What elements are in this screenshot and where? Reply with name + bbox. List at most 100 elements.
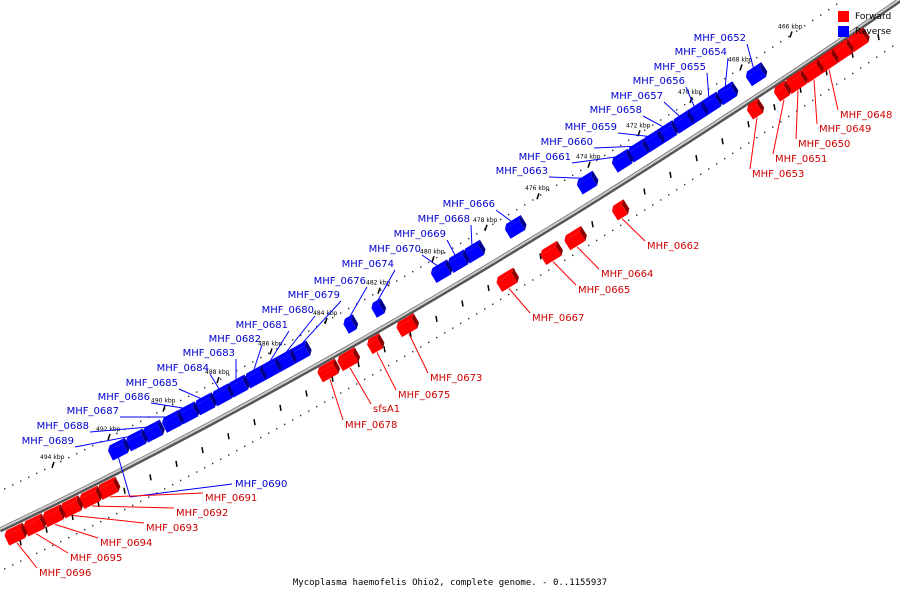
gene-MHF_0676[interactable] [341, 314, 360, 334]
gene-MHF_0670[interactable] [429, 259, 455, 284]
gene-leader-line [54, 523, 99, 539]
map-caption: Mycoplasma haemofelis Ohio2, complete ge… [292, 578, 608, 588]
tick-mark [739, 64, 743, 71]
tick-mark [216, 376, 220, 384]
gene-leader-line [329, 378, 344, 421]
gene-leader-line [72, 514, 145, 524]
gene-leader-line [349, 367, 372, 405]
tick-mark [324, 317, 328, 325]
gene-MHF_0661[interactable] [610, 148, 636, 173]
tick-mark [162, 405, 166, 412]
backbone [0, 0, 900, 533]
tick-label: 482 kbp [366, 280, 391, 287]
gene-leader-line [576, 246, 600, 270]
gene-leader-line [724, 57, 729, 90]
gene-leader-line [495, 209, 514, 224]
gene-MHF_0663[interactable] [575, 170, 601, 195]
gene-leader-line [552, 261, 577, 286]
gene-MHF_0690[interactable] [106, 437, 132, 461]
gene-label-MHF_0659: MHF_0659 [565, 122, 617, 133]
gene-label-MHF_0685: MHF_0685 [126, 378, 178, 389]
tick-label: 472 kbp [626, 122, 651, 129]
gene-label-MHF_0687: MHF_0687 [67, 406, 119, 417]
gene-label-MHF_0651: MHF_0651 [775, 154, 827, 165]
gene-label-MHF_0686: MHF_0686 [98, 392, 150, 403]
gene-MHF_0667[interactable] [494, 267, 521, 292]
gene-MHF_0665[interactable] [538, 240, 565, 266]
tick-label: 476 kbp [525, 185, 550, 192]
gene-label-MHF_0649: MHF_0649 [819, 124, 871, 135]
gene-MHF_0669[interactable] [446, 249, 472, 273]
gene-leader-line [593, 145, 637, 149]
gene-sfsA1[interactable] [335, 347, 362, 372]
gene-label-MHF_0688: MHF_0688 [37, 421, 89, 432]
gene-leader-line [109, 492, 204, 498]
gene-MHF_0678[interactable] [315, 358, 342, 383]
gene-MHF_0664[interactable] [562, 225, 589, 251]
tick-label: 466 kbp [778, 23, 803, 30]
gene-MHF_0675[interactable] [365, 333, 386, 355]
gene-label-MHF_0678: MHF_0678 [345, 420, 397, 431]
gene-leader-line [16, 542, 38, 569]
gene-MHF_0653[interactable] [745, 98, 767, 120]
gene-label-MHF_0674: MHF_0674 [342, 259, 394, 270]
gene-label-MHF_0648: MHF_0648 [840, 110, 892, 121]
tick-label: 474 kbp [576, 154, 601, 161]
tick-mark [107, 433, 111, 441]
gene-leader-line [421, 254, 440, 268]
gene-MHF_0689[interactable] [124, 428, 150, 452]
legend-reverse: Reverse [838, 24, 900, 39]
gene-leader-line [129, 483, 233, 498]
tick-label: 486 kbp [258, 340, 283, 347]
gene-label-MHF_0681: MHF_0681 [236, 320, 288, 331]
gene-label-MHF_0679: MHF_0679 [288, 290, 340, 301]
upper-scale-dots [4, 3, 838, 490]
gene-MHF_0687[interactable] [160, 409, 186, 433]
gene-label-MHF_0693: MHF_0693 [146, 523, 198, 534]
gene-MHF_0691[interactable] [96, 476, 122, 500]
gene-label-MHF_0683: MHF_0683 [183, 348, 235, 359]
legend-forward-label: Forward [855, 11, 892, 22]
gene-label-MHF_0667: MHF_0667 [532, 313, 584, 324]
gene-leader-line [746, 43, 755, 71]
gene-MHF_0684[interactable] [210, 383, 236, 407]
gene-leader-line [617, 132, 652, 138]
gene-leader-line [252, 344, 263, 373]
tick-label: 478 kbp [473, 217, 498, 224]
gene-label-MHF_0654: MHF_0654 [675, 47, 727, 58]
gene-label-MHF_0682: MHF_0682 [209, 334, 261, 345]
gene-MHF_0652[interactable] [744, 62, 770, 87]
gene-MHF_0692[interactable] [78, 485, 104, 509]
gene-MHF_0662[interactable] [610, 199, 632, 221]
gene-label-MHF_0689: MHF_0689 [22, 436, 74, 447]
gene-label-MHF_0690: MHF_0690 [235, 479, 287, 490]
tick-mark [51, 461, 55, 469]
gene-leader-line [508, 288, 531, 314]
gene-MHF_0693[interactable] [59, 495, 85, 519]
gene-leader-line [91, 505, 175, 509]
gene-label-MHF_0680: MHF_0680 [262, 305, 314, 316]
gene-MHF_0682[interactable] [243, 365, 269, 389]
gene-MHF_0685[interactable] [193, 392, 219, 416]
gene-label-MHF_0668: MHF_0668 [418, 214, 470, 225]
gene-MHF_0673[interactable] [394, 313, 421, 338]
gene-label-MHF_0661: MHF_0661 [519, 152, 571, 163]
tick-label: 492 kbp [96, 426, 121, 433]
gene-MHF_0688[interactable] [141, 419, 167, 443]
gene-label-MHF_0691: MHF_0691 [205, 493, 257, 504]
legend-forward: Forward [838, 9, 900, 24]
reverse-swatch [838, 26, 849, 37]
tick-mark [269, 348, 273, 355]
tick-label: 470 kbp [678, 89, 703, 96]
gene-label-MHF_0670: MHF_0670 [369, 244, 421, 255]
gene-leader-line [621, 218, 646, 242]
tick-label: 488 kbp [205, 369, 230, 376]
gene-MHF_0696[interactable] [3, 522, 29, 546]
gene-MHF_0666[interactable] [503, 215, 529, 239]
gene-leader-line [470, 224, 473, 248]
gene-leader-line [150, 402, 187, 410]
gene-MHF_0651[interactable] [772, 80, 794, 102]
gene-MHF_0694[interactable] [41, 504, 67, 528]
gene-MHF_0695[interactable] [22, 513, 48, 537]
gene-MHF_0674[interactable] [369, 298, 388, 318]
